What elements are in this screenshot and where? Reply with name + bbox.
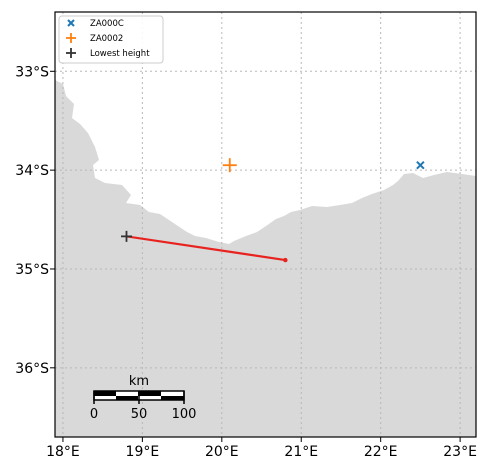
legend-marker-shape bbox=[66, 33, 76, 43]
track-layer bbox=[126, 235, 288, 263]
scale-bar: km 0 50 100 bbox=[90, 374, 197, 422]
x-tick-label: 20°E bbox=[205, 444, 239, 460]
scale-bar-unit: km bbox=[129, 374, 149, 389]
legend-marker-shape bbox=[66, 48, 76, 58]
x-tick-label: 18°E bbox=[46, 444, 80, 460]
scale-bar-segment-black bbox=[116, 396, 138, 400]
plot-frame bbox=[54, 11, 477, 438]
plus-marker-icon bbox=[66, 33, 76, 43]
legend: ZA000C ZA0002 Lowest height bbox=[58, 15, 164, 64]
land-mass bbox=[55, 80, 476, 437]
x-tick-label: 19°E bbox=[126, 444, 160, 460]
y-tick-label: 33°S bbox=[15, 64, 49, 80]
legend-entry-za000c: ZA000C bbox=[67, 19, 124, 29]
gridlines bbox=[55, 12, 476, 437]
scale-bar-label: 100 bbox=[172, 407, 197, 422]
legend-label: ZA000C bbox=[90, 19, 124, 29]
scale-bar-segment-black bbox=[94, 391, 116, 396]
legend-label: ZA0002 bbox=[90, 34, 123, 44]
legend-label: Lowest height bbox=[90, 49, 150, 59]
legend-entry-lowest-height: Lowest height bbox=[66, 48, 150, 59]
scale-bar-segment-black bbox=[161, 396, 184, 400]
za0002-marker bbox=[222, 158, 237, 173]
y-tick-label: 35°S bbox=[15, 262, 49, 278]
track-line bbox=[126, 235, 286, 262]
legend-box bbox=[58, 15, 164, 64]
lowest-height-marker bbox=[120, 230, 132, 242]
track-end-point bbox=[283, 257, 288, 263]
x-marker-icon bbox=[67, 19, 75, 27]
za000c-marker bbox=[416, 160, 425, 170]
x-tick-label: 23°E bbox=[443, 444, 477, 460]
points-layer bbox=[120, 158, 425, 242]
legend-marker-shape bbox=[67, 19, 75, 27]
x-tick-label: 22°E bbox=[364, 444, 398, 460]
plus-marker-icon bbox=[66, 48, 76, 58]
y-axis-ticks: 33°S 34°S 35°S 36°S bbox=[15, 64, 55, 377]
x-tick-label: 21°E bbox=[284, 444, 318, 460]
y-tick-label: 36°S bbox=[15, 361, 49, 377]
scale-bar-label: 0 bbox=[90, 407, 98, 422]
x-axis-ticks: 18°E 19°E 20°E 21°E 22°E 23°E bbox=[46, 437, 477, 460]
legend-entry-za0002: ZA0002 bbox=[66, 33, 123, 44]
scale-bar-segment-black bbox=[138, 391, 161, 396]
scale-bar-label: 50 bbox=[131, 407, 148, 422]
y-tick-label: 34°S bbox=[15, 163, 49, 179]
